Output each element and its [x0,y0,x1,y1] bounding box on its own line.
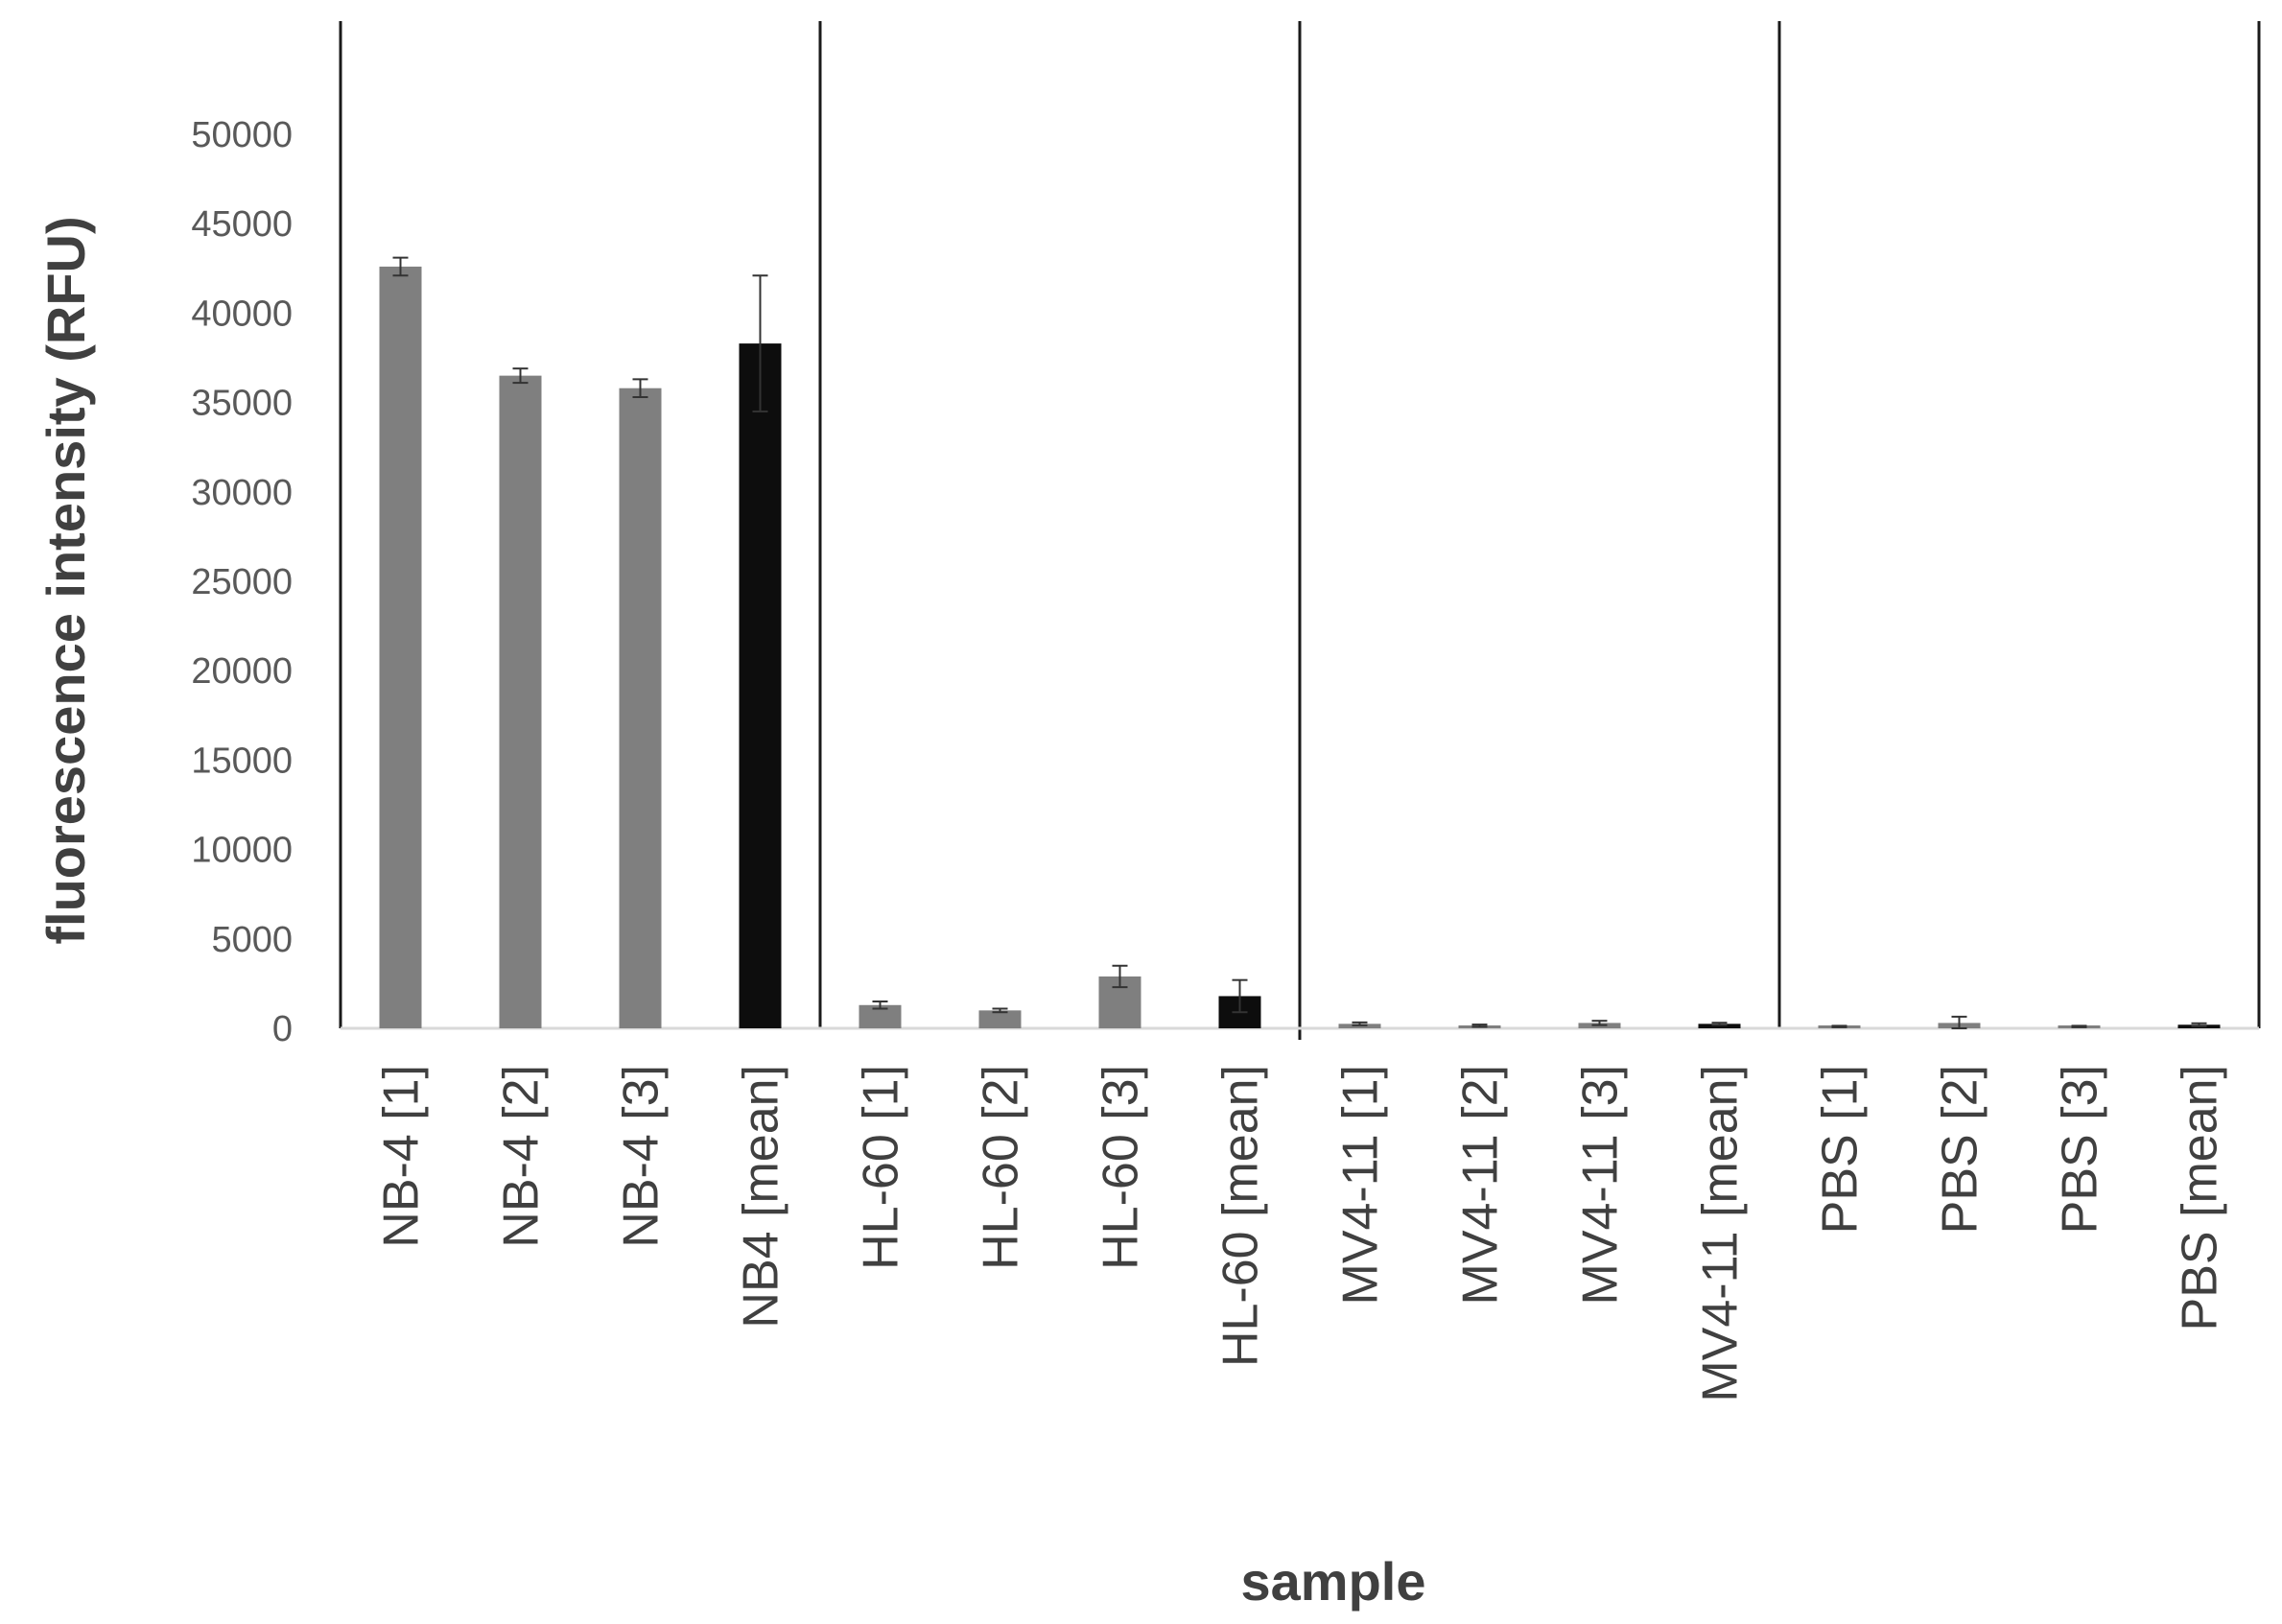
bar [1698,1024,1741,1028]
group-separators [339,21,2261,1040]
x-tick-label: MV4-11 [3] [1573,1065,1629,1305]
bar [739,343,782,1028]
x-tick-label: HL-60 [3] [1094,1065,1149,1270]
x-tick-label: NB-4 [1] [374,1065,430,1248]
y-tick-label: 35000 [191,384,293,424]
y-tick-label: 45000 [191,204,293,245]
y-tick-label: 20000 [191,651,293,692]
error-bars [392,256,2207,1029]
x-tick-label: MV4-11 [1] [1333,1065,1389,1305]
y-tick-label: 10000 [191,831,293,871]
x-tick-label: PBS [1] [1813,1065,1869,1234]
x-tick-label: MV4-11 [mean] [1693,1065,1749,1402]
x-tick-label: HL-60 [mean] [1213,1065,1269,1367]
y-tick-label: 25000 [191,562,293,602]
x-axis-title: sample [1241,1551,1426,1612]
y-axis-ticks: 0 5000 10000 15000 20000 25000 30000 35000 40000… [191,115,293,1049]
y-axis-title: fluorescence intensity (RFU) [35,216,96,944]
x-tick-label: NB4 [mean] [734,1065,789,1329]
x-tick-label: PBS [mean] [2173,1065,2228,1330]
x-tick-label: MV4-11 [2] [1453,1065,1509,1305]
bar [379,266,422,1028]
y-tick-label: 15000 [191,741,293,781]
x-axis-category-labels: NB-4 [1] NB-4 [2] NB-4 [3] NB4 [mean] HL-60 … [374,1065,2228,1402]
x-tick-label: HL-60 [1] [854,1065,909,1270]
bar [619,388,662,1028]
bar [978,1010,1022,1028]
x-tick-label: NB-4 [2] [494,1065,550,1248]
y-tick-label: 40000 [191,294,293,334]
y-tick-label: 30000 [191,473,293,513]
bar [499,375,542,1028]
bars [379,266,2221,1028]
x-tick-label: HL-60 [2] [974,1065,1029,1270]
y-tick-label: 0 [272,1009,293,1049]
x-tick-label: PBS [2] [1933,1065,1988,1234]
y-tick-label: 5000 [211,920,293,960]
x-tick-label: PBS [3] [2053,1065,2108,1234]
y-tick-label: 50000 [191,115,293,155]
x-tick-label: NB-4 [3] [614,1065,670,1248]
